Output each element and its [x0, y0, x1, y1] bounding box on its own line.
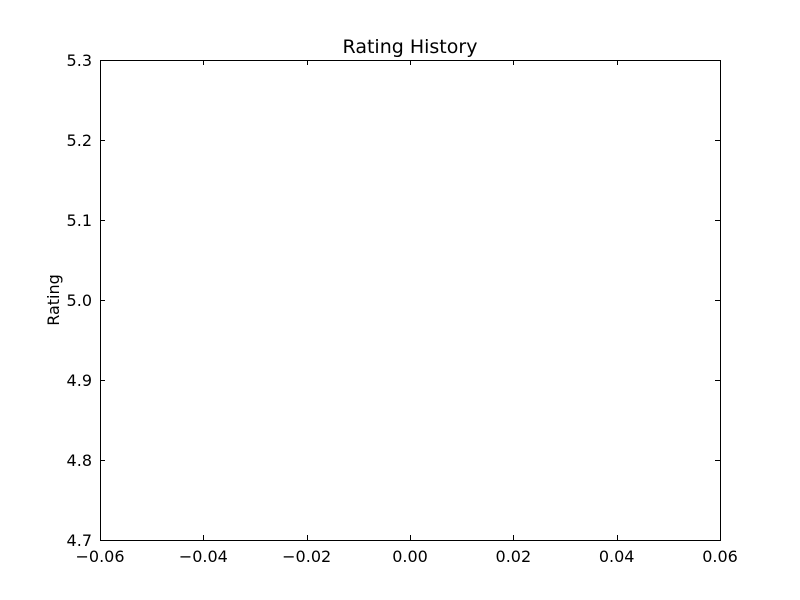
x-tick-label: 0.06	[702, 547, 738, 566]
ticks-layer: −0.06 −0.04 −0.02 0.00 0.02 0.04 0.06 4.7 4.8 4.9…	[67, 51, 738, 566]
x-tick-label: −0.06	[75, 547, 124, 566]
chart-title: Rating History	[343, 36, 478, 58]
y-tick-label: 5.0	[67, 291, 92, 310]
x-tick-label: −0.02	[282, 547, 331, 566]
y-axis-label: Rating	[44, 274, 63, 326]
plot-area-frame	[100, 60, 721, 541]
y-tick-label: 4.9	[67, 371, 92, 390]
x-tick-label: −0.04	[179, 547, 228, 566]
x-tick-label: 0.02	[496, 547, 532, 566]
y-tick-label: 4.7	[67, 531, 92, 550]
y-tick-label: 5.1	[67, 211, 92, 230]
y-tick-label: 4.8	[67, 451, 92, 470]
y-tick-label: 5.3	[67, 51, 92, 70]
x-tick-label: 0.04	[599, 547, 635, 566]
x-tick-label: 0.00	[392, 547, 428, 566]
y-tick-label: 5.2	[67, 131, 92, 150]
